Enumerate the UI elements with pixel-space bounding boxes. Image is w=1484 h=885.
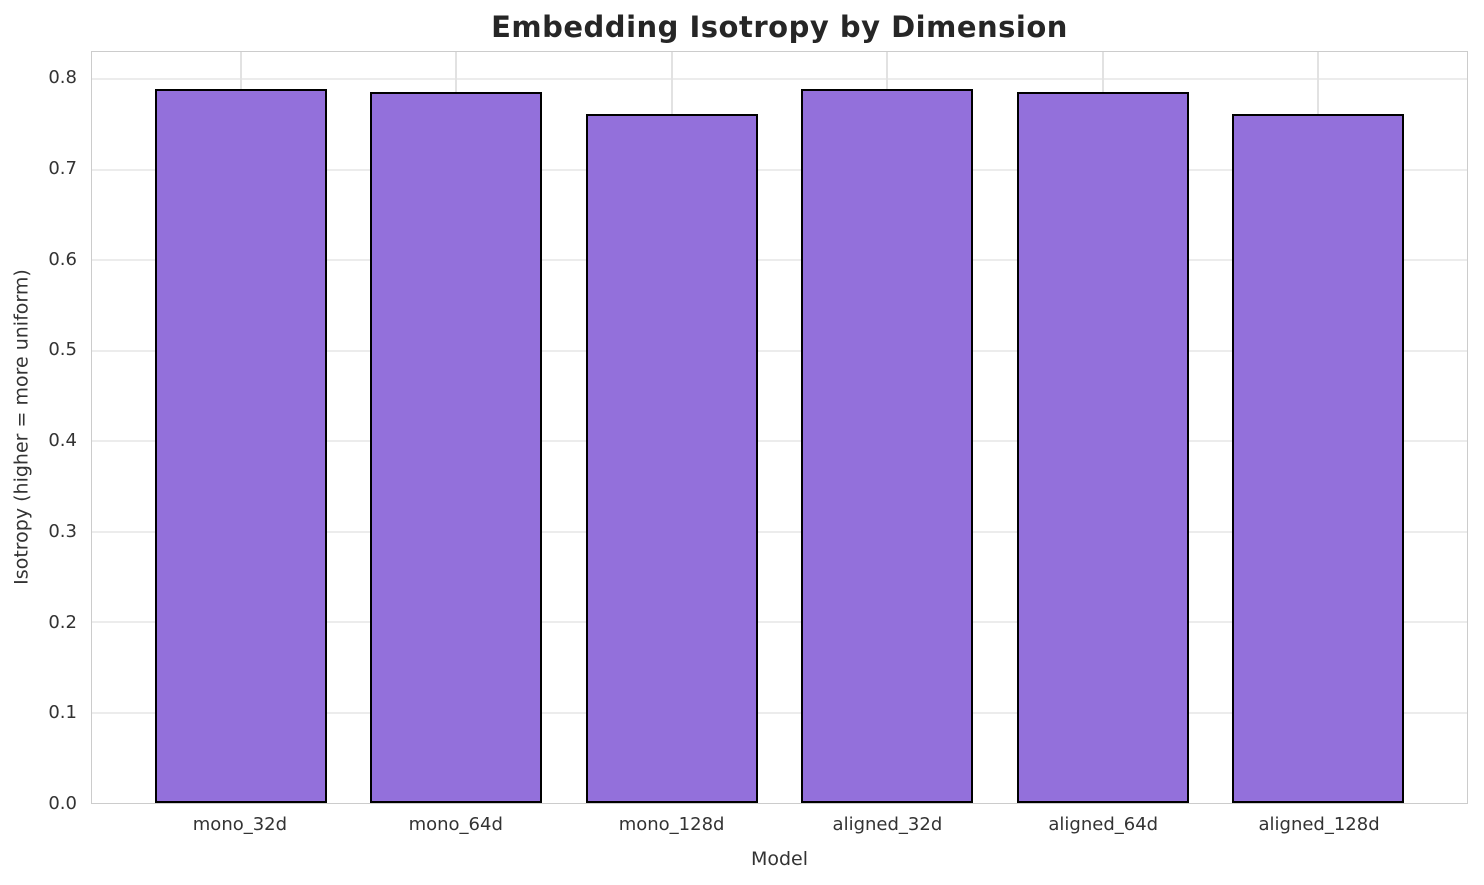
- h-gridline: [92, 259, 1467, 262]
- x-tick-label: mono_32d: [192, 814, 288, 835]
- x-tick-label: aligned_128d: [1258, 814, 1380, 835]
- h-gridline: [92, 349, 1467, 352]
- x-tick-label: mono_64d: [408, 814, 503, 835]
- x-tick-label: mono_128d: [618, 814, 725, 835]
- x-tick-label: aligned_32d: [832, 814, 943, 835]
- y-tick-label: 0.3: [48, 520, 77, 542]
- bar-aligned_64d: [1016, 91, 1189, 803]
- y-tick-label: 0.7: [48, 157, 77, 179]
- h-gridline: [92, 530, 1467, 533]
- bar-aligned_128d: [1232, 113, 1405, 803]
- y-tick-label: 0.5: [48, 339, 77, 361]
- x-axis-label: Model: [750, 848, 809, 870]
- bar-aligned_32d: [801, 89, 974, 803]
- y-tick-label: 0.6: [48, 248, 77, 270]
- y-tick-label: 0.0: [48, 793, 77, 814]
- bar-mono_128d: [585, 113, 758, 803]
- y-tick-label: 0.4: [48, 430, 77, 452]
- y-tick-label: 0.8: [48, 67, 77, 89]
- y-tick-label: 0.2: [48, 611, 77, 633]
- bar-mono_64d: [370, 91, 543, 803]
- plot-area: [91, 51, 1468, 804]
- h-gridline: [92, 621, 1467, 624]
- h-gridline: [92, 168, 1467, 171]
- h-gridline: [92, 440, 1467, 443]
- chart-title: Embedding Isotropy by Dimension: [491, 10, 1068, 44]
- y-tick-label: 0.1: [48, 702, 77, 724]
- h-gridline: [92, 78, 1467, 81]
- x-tick-label: aligned_64d: [1048, 814, 1159, 835]
- bar-mono_32d: [154, 89, 327, 803]
- h-gridline: [92, 711, 1467, 714]
